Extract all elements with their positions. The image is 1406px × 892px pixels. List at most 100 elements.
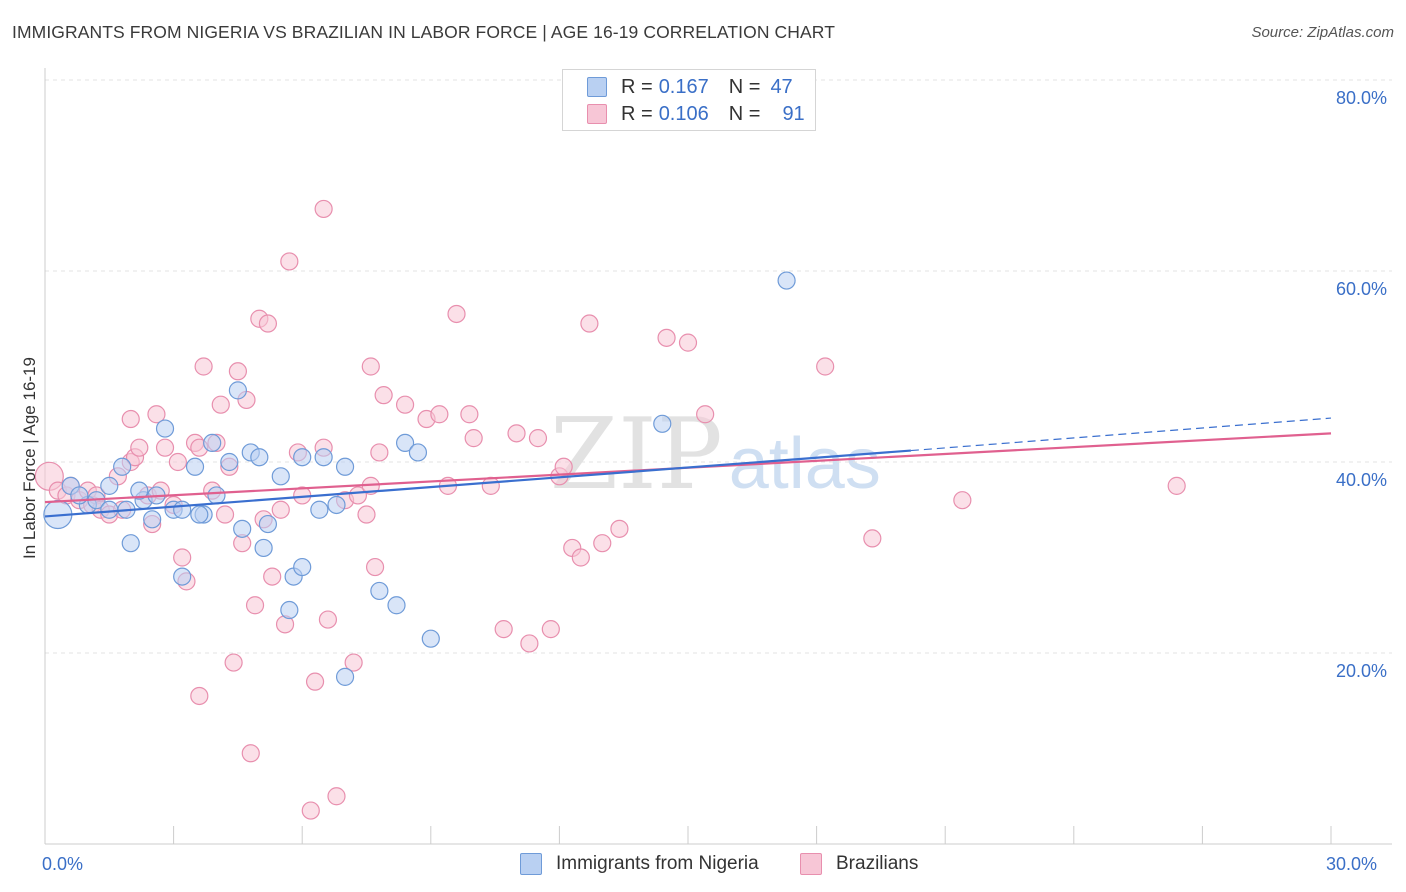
brazil-point <box>318 610 338 629</box>
brazil-point <box>357 505 376 524</box>
brazil-point <box>121 409 140 429</box>
nigeria-point <box>228 381 247 400</box>
legend-swatch-brazil <box>587 104 607 124</box>
nigeria-point <box>100 500 119 519</box>
brazil-point <box>365 557 385 577</box>
nigeria-point <box>254 538 273 558</box>
y-axis-title: In Labor Force | Age 16-19 <box>20 357 39 559</box>
legend-swatch-nigeria <box>587 77 607 97</box>
watermark-zip: ZIP <box>550 398 723 512</box>
brazil-point <box>593 534 612 553</box>
brazil-point <box>228 362 247 381</box>
nigeria-point <box>314 448 333 467</box>
legend-r-value: 0.167 <box>658 75 709 98</box>
nigeria-point <box>155 419 175 438</box>
nigeria-trend-extension <box>910 417 1332 452</box>
brazil-point <box>657 328 676 347</box>
brazil-point <box>374 386 393 405</box>
brazil-point <box>953 491 972 510</box>
brazil-point <box>173 548 192 567</box>
nigeria-point <box>100 476 119 495</box>
brazil-point <box>305 672 325 691</box>
brazil-point <box>460 405 479 424</box>
legend-n-value: 47 <box>770 75 793 98</box>
brazil-point <box>580 314 599 333</box>
nigeria-point <box>777 271 796 290</box>
stats-legend: R = 0.167 N = 47 R = 0.106 N = 91 <box>562 69 816 131</box>
brazil-point <box>541 620 560 639</box>
nigeria-point <box>335 457 355 476</box>
nigeria-point <box>250 448 269 467</box>
legend-n-label: N = <box>728 102 761 125</box>
nigeria-point <box>370 581 389 601</box>
brazil-point <box>190 686 209 706</box>
chart-title: IMMIGRANTS FROM NIGERIA VS BRAZILIAN IN … <box>12 22 835 42</box>
nigeria-point <box>185 457 205 476</box>
nigeria-point <box>327 495 346 515</box>
bottom-legend-label-brazil: Brazilians <box>836 853 919 874</box>
nigeria-point <box>203 433 222 452</box>
brazil-point <box>464 429 483 448</box>
brazil-point <box>147 405 166 424</box>
nigeria-point <box>335 667 355 686</box>
brazil-point <box>816 357 835 376</box>
nigeria-point <box>173 500 192 519</box>
nigeria-point <box>310 500 329 519</box>
brazil-point <box>494 620 513 639</box>
brazil-point <box>696 405 715 424</box>
x-tick-label-max: 30.0% <box>1326 854 1378 874</box>
brazil-point <box>344 653 363 672</box>
brazil-point <box>301 801 320 820</box>
brazil-point <box>678 333 698 352</box>
brazil-point <box>1167 476 1186 495</box>
nigeria-point <box>143 510 162 529</box>
brazil-point <box>863 529 882 548</box>
brazil-point <box>348 486 368 505</box>
brazil-point <box>395 395 415 414</box>
nigeria-trend-line <box>44 449 911 518</box>
brazil-point <box>258 314 278 333</box>
nigeria-point <box>233 519 252 538</box>
legend-r-value: 0.106 <box>658 102 709 125</box>
brazil-point <box>528 429 548 448</box>
brazil-point <box>520 634 539 653</box>
nigeria-point <box>113 457 132 476</box>
brazil-point <box>370 443 389 462</box>
legend-row-brazil: R = 0.106 N = 91 <box>587 103 805 125</box>
nigeria-point <box>190 505 209 524</box>
nigeria-point <box>293 557 312 577</box>
nigeria-point <box>421 629 440 648</box>
brazil-point <box>447 304 466 324</box>
legend-n-value: 91 <box>782 102 805 125</box>
brazil-point <box>280 252 299 271</box>
bottom-legend-swatch-brazil <box>800 853 822 875</box>
y-tick-label-40: 40.0% <box>1336 470 1388 490</box>
y-tick-label-60: 60.0% <box>1336 279 1388 299</box>
x-tick-label-min: 0.0% <box>42 854 84 874</box>
brazil-point <box>571 548 590 567</box>
nigeria-point <box>408 443 428 462</box>
nigeria-point <box>258 514 278 534</box>
nigeria-point <box>207 486 226 505</box>
chart-source: Source: ZipAtlas.com <box>1251 24 1394 41</box>
brazil-point <box>211 395 230 414</box>
bottom-legend-nigeria: Immigrants from Nigeria <box>520 852 759 876</box>
brazil-point <box>245 596 265 615</box>
nigeria-point <box>395 433 415 452</box>
brazil-point <box>361 357 380 376</box>
nigeria-point <box>173 567 192 586</box>
legend-r-label: R = <box>621 102 653 125</box>
nigeria-point <box>280 600 299 620</box>
nigeria-point <box>653 414 672 433</box>
nigeria-point <box>271 467 290 486</box>
nigeria-point <box>130 481 149 500</box>
y-tick-label-20: 20.0% <box>1336 661 1388 681</box>
brazil-point <box>194 357 213 376</box>
y-tick-label-80: 80.0% <box>1336 88 1388 108</box>
nigeria-point <box>387 596 406 615</box>
brazil-point <box>327 787 346 806</box>
bottom-legend-swatch-nigeria <box>520 853 542 875</box>
legend-row-nigeria: R = 0.167 N = 47 <box>587 76 793 98</box>
legend-n-label: N = <box>728 75 761 98</box>
